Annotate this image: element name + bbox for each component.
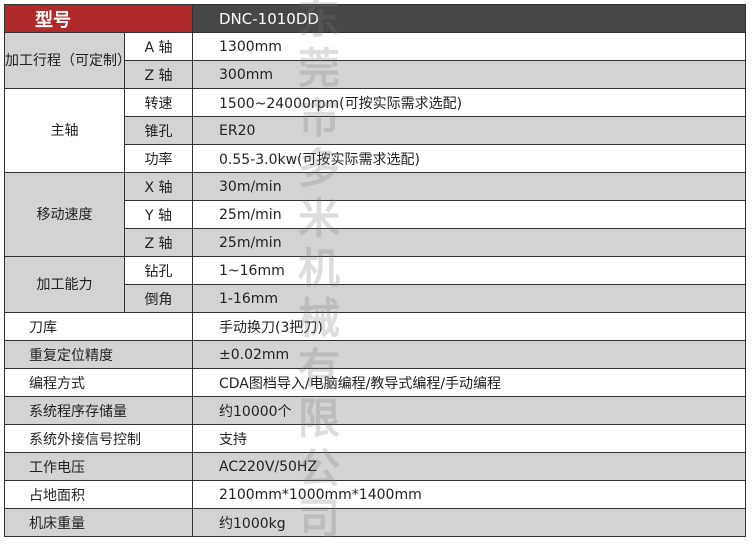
spec-label: 机床重量 bbox=[4, 508, 193, 537]
group-label: 加工行程（可定制） bbox=[4, 32, 131, 89]
sub-label: 钻孔 bbox=[124, 256, 193, 285]
spec-value: 1500~24000rpm(可按实际需求选配) bbox=[192, 88, 746, 117]
spec-value: 25m/min bbox=[192, 228, 746, 257]
spec-value: 手动换刀(3把刀) bbox=[192, 312, 746, 341]
table-row: 移动速度 X 轴 30m/min bbox=[4, 172, 746, 257]
spec-value: 1-16mm bbox=[192, 284, 746, 313]
spec-value: 支持 bbox=[192, 424, 746, 453]
spec-label: 重复定位精度 bbox=[4, 340, 193, 369]
table-row: 系统外接信号控制 支持 bbox=[4, 424, 746, 453]
table-row: 编程方式 CDA图档导入/电脑编程/教导式编程/手动编程 bbox=[4, 368, 746, 397]
sub-label: Z 轴 bbox=[124, 60, 193, 89]
sub-label: A 轴 bbox=[124, 32, 193, 61]
spec-value: 0.55-3.0kw(可按实际需求选配) bbox=[192, 144, 746, 173]
spec-table: 型号 DNC-1010DD 加工行程（可定制） A 轴 1300mm Z 轴 3… bbox=[4, 4, 746, 537]
table-row: 功率 0.55-3.0kw(可按实际需求选配) bbox=[5, 144, 746, 173]
spec-label: 编程方式 bbox=[4, 368, 193, 397]
table-row: Y 轴 25m/min bbox=[5, 200, 746, 229]
spec-value: AC220V/50HZ bbox=[192, 452, 746, 481]
table-row: 系统程序存储量 约10000个 bbox=[4, 396, 746, 425]
model-label: 型号 bbox=[4, 4, 193, 33]
sub-label: 锥孔 bbox=[124, 116, 193, 145]
model-value: DNC-1010DD bbox=[192, 4, 746, 33]
spec-value: 1~16mm bbox=[192, 256, 746, 285]
spec-value: 1300mm bbox=[192, 32, 746, 61]
sub-label: 转速 bbox=[124, 88, 193, 117]
table-row: 主轴 转速 1500~24000rpm(可按实际需求选配) bbox=[4, 88, 746, 173]
table-row: 重复定位精度 ±0.02mm bbox=[4, 340, 746, 369]
spec-label: 系统程序存储量 bbox=[4, 396, 193, 425]
spec-value: ±0.02mm bbox=[192, 340, 746, 369]
table-row: 加工行程（可定制） A 轴 1300mm bbox=[4, 32, 746, 89]
sub-label: Z 轴 bbox=[124, 228, 193, 257]
sub-label: 功率 bbox=[124, 144, 193, 173]
header-row: 型号 DNC-1010DD bbox=[4, 4, 746, 33]
spec-value: 约1000kg bbox=[192, 508, 746, 537]
table-row: 锥孔 ER20 bbox=[5, 116, 746, 145]
sub-label: X 轴 bbox=[124, 172, 193, 201]
spec-value: 300mm bbox=[192, 60, 746, 89]
group-label: 加工能力 bbox=[4, 256, 125, 313]
spec-value: 30m/min bbox=[192, 172, 746, 201]
spec-label: 占地面积 bbox=[4, 480, 193, 509]
spec-value: 2100mm*1000mm*1400mm bbox=[192, 480, 746, 509]
group-label: 主轴 bbox=[4, 88, 125, 173]
spec-label: 系统外接信号控制 bbox=[4, 424, 193, 453]
spec-value: ER20 bbox=[192, 116, 746, 145]
spec-label: 工作电压 bbox=[4, 452, 193, 481]
spec-value: CDA图档导入/电脑编程/教导式编程/手动编程 bbox=[192, 368, 746, 397]
spec-value: 25m/min bbox=[192, 200, 746, 229]
table-row: 刀库 手动换刀(3把刀) bbox=[4, 312, 746, 341]
group-label: 移动速度 bbox=[4, 172, 125, 257]
spec-value: 约10000个 bbox=[192, 396, 746, 425]
table-row: Z 轴 25m/min bbox=[5, 228, 746, 257]
sub-label: 倒角 bbox=[124, 284, 193, 313]
table-row: 占地面积 2100mm*1000mm*1400mm bbox=[4, 480, 746, 509]
table-row: 机床重量 约1000kg bbox=[4, 508, 746, 537]
spec-label: 刀库 bbox=[4, 312, 193, 341]
table-row: 工作电压 AC220V/50HZ bbox=[4, 452, 746, 481]
table-row: 加工能力 钻孔 1~16mm bbox=[4, 256, 746, 313]
sub-label: Y 轴 bbox=[124, 200, 193, 229]
